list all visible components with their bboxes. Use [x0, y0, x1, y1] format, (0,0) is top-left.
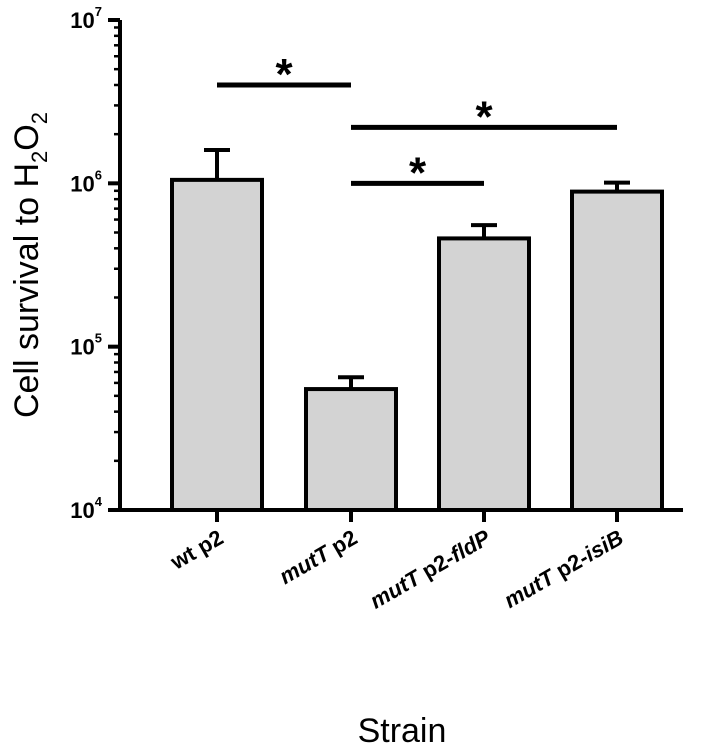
x-tick-label-3: mutT p2-isiB [500, 525, 628, 613]
y-tick-label-1: 105 [70, 331, 102, 360]
significance-star-2: * [409, 148, 427, 197]
error-bars [204, 147, 630, 390]
y-tick-label-0: 104 [70, 494, 102, 523]
bar-0 [170, 177, 264, 513]
x-tick-label-2: mutT p2-fldP [366, 525, 495, 614]
x-axis-title: Strain [358, 712, 447, 750]
x-tick-label-1: mutT p2 [275, 525, 362, 589]
bars [170, 177, 664, 513]
bar-2 [437, 236, 531, 512]
y-tick-label-2: 106 [70, 167, 102, 196]
significance-star-0: * [275, 50, 293, 99]
significance-annotations: * * * [217, 50, 617, 197]
significance-star-1: * [475, 92, 493, 141]
bar-3 [570, 189, 664, 512]
bar-1 [304, 387, 398, 512]
axes [108, 18, 683, 522]
y-tick-label-3: 107 [70, 4, 102, 33]
x-tick-label-0: wt p2 [165, 525, 227, 575]
y-axis-title: Cell survival to H2O2 [8, 112, 52, 418]
